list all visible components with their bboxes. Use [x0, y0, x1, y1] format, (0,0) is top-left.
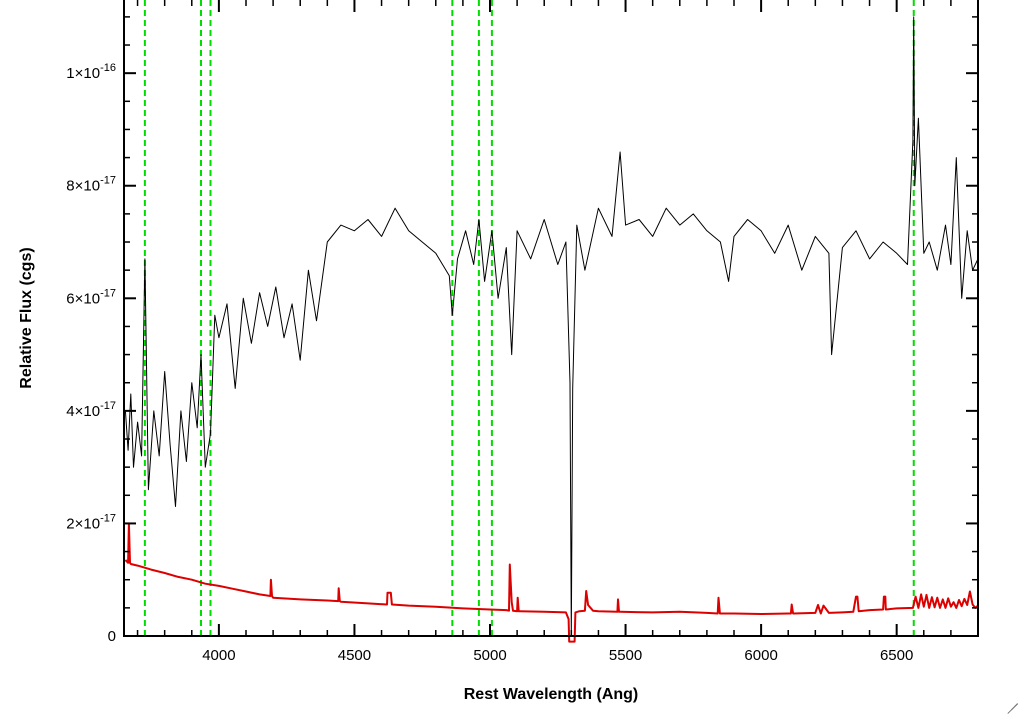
- resize-grip-icon[interactable]: [1004, 690, 1018, 714]
- y-tick-label: 8×10-17: [66, 175, 116, 195]
- y-tick-labels: 0 2×10-17 4×10-17 6×10-17 8×10-17 1×10-16: [66, 62, 116, 645]
- y-tick-label: 0: [108, 628, 116, 645]
- series-line-1: [124, 522, 979, 643]
- x-axis-title: Rest Wavelength (Ang): [464, 686, 639, 703]
- plot-frame: [123, 0, 979, 637]
- y-tick-label: 2×10-17: [66, 512, 116, 532]
- x-tick-label: 5500: [609, 647, 642, 664]
- x-tick-label: 4500: [338, 647, 371, 664]
- y-axis-title: Relative Flux (cgs): [18, 247, 35, 388]
- x-tick-label: 6000: [744, 647, 777, 664]
- reference-lines: [143, 0, 915, 636]
- y-tick-label: 6×10-17: [66, 287, 116, 307]
- series-layer: [124, 16, 979, 643]
- tick-layer: [124, 0, 979, 637]
- x-tick-label: 6500: [880, 647, 913, 664]
- x-tick-label: 4000: [202, 647, 235, 664]
- y-tick-label: 1×10-16: [66, 62, 116, 82]
- x-tick-label: 5000: [473, 647, 506, 664]
- series-line-0: [124, 16, 979, 637]
- x-tick-labels: 4000 4500 5000 5500 6000 6500: [202, 647, 913, 664]
- y-tick-label: 4×10-17: [66, 400, 116, 420]
